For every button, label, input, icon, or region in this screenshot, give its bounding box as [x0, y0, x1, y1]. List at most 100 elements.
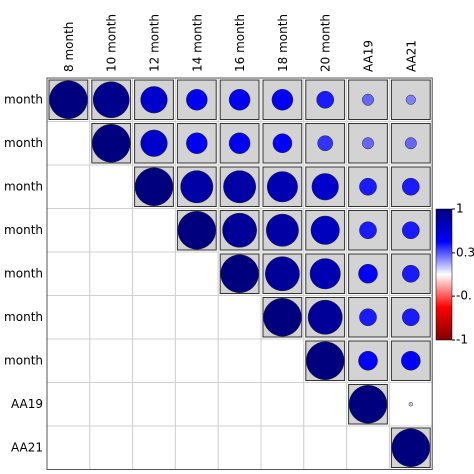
cell [46, 382, 91, 427]
row-label: 8 month [0, 92, 43, 106]
correlation-circle [91, 124, 131, 163]
row-label: AA19 [11, 397, 43, 411]
correlation-circle [140, 86, 168, 114]
correlation-circle [408, 402, 413, 407]
cell [132, 382, 176, 427]
row-label: 14 month [0, 223, 43, 237]
colorbar-tick-label: 0.3 [456, 245, 474, 259]
correlation-circle [220, 254, 259, 293]
correlation-circle [402, 177, 420, 196]
cell [303, 382, 348, 427]
cell [89, 295, 134, 340]
cell [132, 251, 176, 296]
correlation-circle [359, 177, 377, 196]
correlation-circle [311, 173, 339, 201]
row-label: 20 month [0, 353, 43, 367]
cell [132, 338, 176, 383]
correlation-circle [266, 171, 298, 203]
correlation-circle [358, 351, 378, 371]
column-label: 14 month [190, 14, 204, 72]
row-label: AA21 [11, 440, 43, 454]
correlation-circle [362, 93, 374, 106]
cell [217, 382, 262, 427]
column-label: 18 month [276, 14, 290, 72]
colorbar-tick-label: -0. [456, 289, 472, 303]
row-label: 18 month [0, 310, 43, 324]
cell [132, 425, 176, 470]
correlation-circle [316, 90, 335, 109]
correlation-circle [140, 129, 168, 157]
correlation-circle [266, 213, 299, 247]
correlation-circle [228, 132, 251, 154]
cell [46, 121, 91, 166]
cell [174, 425, 219, 470]
cell [217, 338, 262, 383]
correlation-circle [92, 81, 130, 119]
cell [89, 382, 134, 427]
row-label: 16 month [0, 266, 43, 280]
cell-background [348, 123, 388, 164]
cell [46, 251, 91, 296]
correlation-circle [402, 264, 420, 283]
cell [89, 425, 134, 470]
cell [260, 338, 305, 383]
cell-background [176, 79, 217, 120]
correlation-circle [223, 170, 257, 204]
matrix-border [46, 77, 433, 470]
correlation-circle [359, 221, 377, 240]
cell [89, 208, 134, 253]
correlation-circle [401, 351, 421, 371]
colorbar [435, 208, 453, 341]
cell [89, 338, 134, 383]
column-label: AA19 [362, 40, 376, 72]
correlation-circle [263, 298, 302, 337]
correlation-circle [359, 308, 377, 327]
cell [346, 425, 390, 470]
correlation-circle [222, 212, 257, 248]
cell [217, 295, 262, 340]
cell [260, 382, 305, 427]
cell [174, 338, 219, 383]
correlation-circle [186, 132, 208, 154]
cell [174, 295, 219, 340]
cell [132, 208, 176, 253]
correlation-circle [186, 89, 208, 111]
cell [132, 295, 176, 340]
correlation-circle [317, 135, 334, 152]
cell [303, 425, 348, 470]
column-label: AA21 [404, 40, 418, 72]
correlation-circle [405, 94, 416, 105]
column-label: 12 month [148, 14, 162, 72]
cell [217, 425, 262, 470]
correlation-circle [310, 215, 340, 245]
correlation-circle [402, 221, 420, 240]
correlation-circle [177, 211, 217, 250]
cell-background [305, 79, 346, 120]
correlation-circle [265, 256, 300, 292]
column-label: 10 month [105, 14, 119, 72]
cell [46, 208, 91, 253]
cell [260, 425, 305, 470]
cell [46, 338, 91, 383]
cell [89, 251, 134, 296]
correlation-circle [228, 89, 251, 111]
cell [46, 164, 91, 209]
column-label: 20 month [319, 14, 333, 72]
correlation-circle [309, 258, 341, 290]
colorbar-tick-label: 1 [456, 202, 464, 216]
correlation-circle [358, 264, 378, 284]
correlation-circle [49, 80, 88, 119]
correlation-circle [134, 167, 174, 206]
colorbar-tick-label: -1 [456, 333, 468, 347]
column-label: 16 month [233, 14, 247, 72]
correlation-circle [404, 137, 417, 150]
cell [46, 295, 91, 340]
correlation-circle [391, 428, 431, 467]
cell [174, 251, 219, 296]
correlation-circle [402, 308, 420, 327]
row-label: 10 month [0, 136, 43, 150]
correlation-circle [362, 137, 374, 150]
cell [46, 425, 91, 470]
correlation-circle [348, 385, 388, 424]
correlation-circle [307, 299, 343, 335]
